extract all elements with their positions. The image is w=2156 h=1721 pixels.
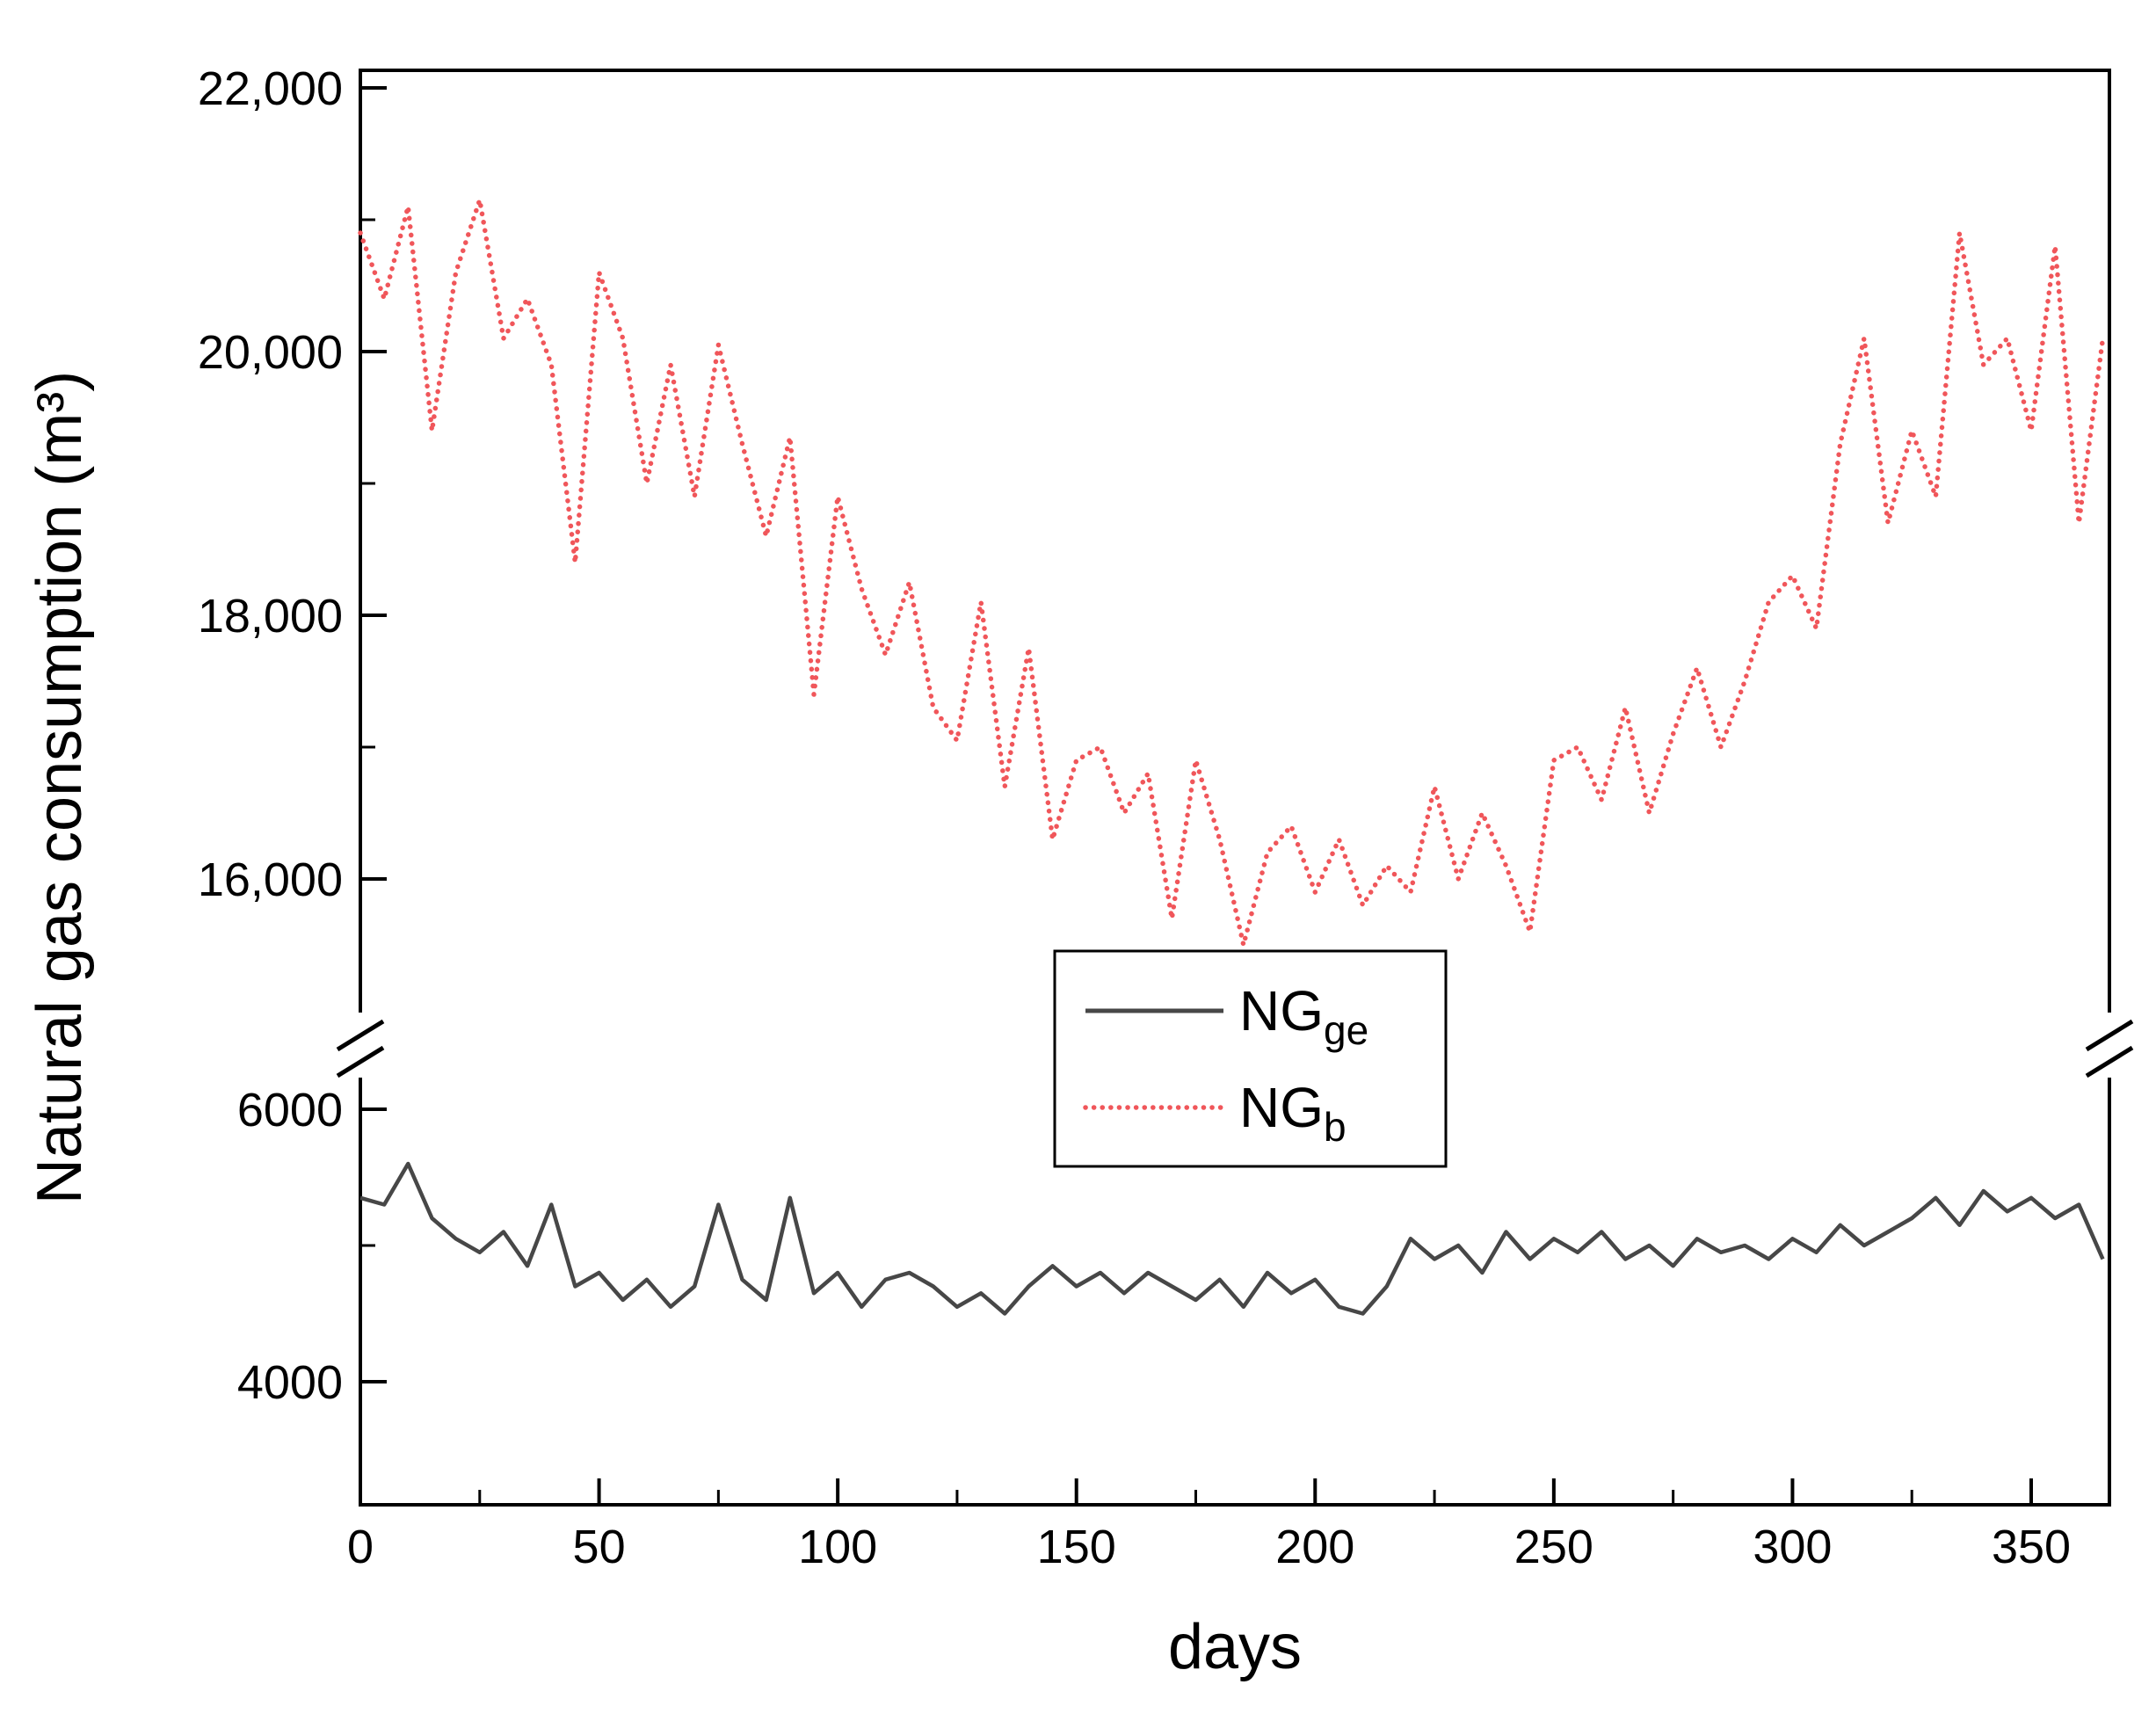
x-tick-label: 100	[798, 1521, 877, 1573]
y-tick-label: 22,000	[198, 62, 343, 115]
x-tick-label: 300	[1753, 1521, 1832, 1573]
axis-break-marks	[336, 1013, 2134, 1078]
legend-label-ge: NGge	[1239, 979, 1368, 1053]
y-tick-label: 4000	[237, 1356, 343, 1409]
x-tick-label: 200	[1275, 1521, 1354, 1573]
x-tick-label: 0	[347, 1521, 374, 1573]
plot-frame	[359, 69, 2111, 1507]
legend-box	[1053, 949, 1448, 1168]
y-tick-label: 20,000	[198, 326, 343, 379]
x-axis-label: days	[1168, 1612, 1302, 1682]
axis-break-slash	[336, 1045, 385, 1078]
x-tick-label: 150	[1037, 1521, 1116, 1573]
y-tick-label: 16,000	[198, 853, 343, 906]
series-layer	[358, 197, 2106, 1316]
x-tick-label: 50	[573, 1521, 626, 1573]
axis-break-slash	[2085, 1019, 2134, 1052]
axis-break-slash	[336, 1019, 385, 1052]
y-tick-label: 18,000	[198, 590, 343, 643]
axis-ticks: 0 50 100 150 200 250 300 350 22,000 20,000 18,000 1…	[198, 62, 2071, 1573]
x-tick-label: 350	[1992, 1521, 2071, 1573]
axis-break-slash	[2085, 1045, 2134, 1078]
x-tick-label: 250	[1514, 1521, 1593, 1573]
series-ge	[359, 1161, 2105, 1316]
y-axis-label: Natural gas consumption (m³)	[25, 371, 95, 1204]
legend: NGge NGb	[1053, 949, 1448, 1168]
plot-border	[359, 69, 2111, 1507]
series-b	[358, 197, 2106, 948]
y-tick-label: 6000	[237, 1084, 343, 1136]
legend-label-b: NGb	[1239, 1076, 1347, 1150]
